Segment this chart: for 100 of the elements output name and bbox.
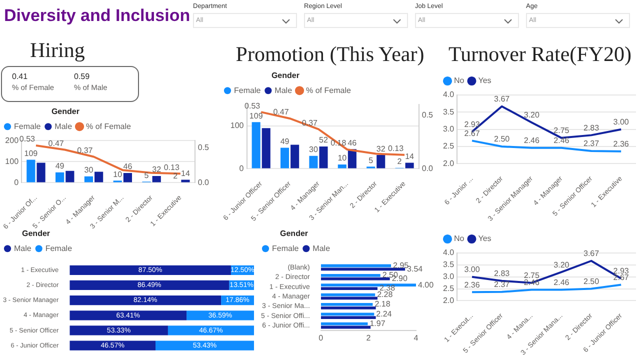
data-label: 2.83 — [583, 123, 600, 132]
bar — [320, 316, 376, 320]
y2-tick-label: 0.5 — [198, 142, 210, 152]
y-tick-label: 3.5 — [442, 260, 455, 270]
data-label: 2.50 — [494, 134, 510, 144]
legend-label: Female — [272, 244, 300, 253]
bar — [405, 162, 414, 168]
bar — [70, 296, 222, 306]
bar — [309, 156, 318, 168]
x-tick-label: 0 — [318, 333, 324, 342]
data-label: 3.00 — [464, 265, 480, 274]
legend-label: Yes — [478, 76, 492, 86]
data-label: 2.83 — [494, 269, 510, 278]
bar — [376, 155, 386, 168]
bar — [70, 280, 230, 290]
y-tick-label: 3.5 — [442, 107, 455, 116]
legend-title: Gender — [22, 229, 50, 238]
bar — [319, 146, 328, 168]
legend-title: Gender — [51, 107, 80, 116]
data-label: 30 — [309, 145, 318, 154]
data-label: 10 — [113, 170, 123, 179]
legend-label: Female — [234, 86, 262, 95]
bar — [123, 173, 132, 182]
data-label: 2.36 — [464, 280, 480, 290]
legend-label: % of Female — [306, 86, 352, 95]
data-label: 3.67 — [583, 249, 600, 258]
data-label: 5 — [144, 170, 150, 180]
bar — [320, 274, 380, 277]
bar — [280, 148, 290, 168]
bar — [36, 162, 46, 182]
bar — [155, 340, 254, 350]
data-label: 3.00 — [613, 118, 630, 127]
y-tick-label: 4.0 — [442, 248, 455, 258]
y-tick-label: 2.0 — [442, 296, 455, 305]
legend-label: Yes — [478, 234, 492, 244]
chart-title: Turnover Rate(FY20) — [448, 41, 632, 68]
bar — [26, 160, 36, 182]
data-label: 0.37 — [77, 146, 94, 155]
data-label: 0.13 — [388, 144, 404, 154]
data-label: 2.37 — [583, 139, 600, 148]
data-label: 2.37 — [494, 280, 510, 290]
data-label: 2.46 — [524, 136, 540, 146]
chart-title: Promotion (This Year) — [234, 41, 426, 68]
legend-title: Gender — [280, 229, 308, 238]
y-tick-label: 4.0 — [442, 90, 455, 100]
bar — [262, 128, 270, 168]
bar — [70, 310, 187, 320]
bar — [152, 176, 161, 182]
data-label: 32 — [152, 165, 162, 174]
data-label: 46 — [123, 162, 133, 172]
y-tick-label: 2.5 — [442, 142, 455, 151]
data-label: 2.75 — [554, 126, 570, 136]
y-tick-label: 3.0 — [442, 272, 455, 282]
data-label: 2.93 — [464, 120, 480, 129]
legend-label: No — [454, 76, 465, 86]
bar — [320, 306, 376, 310]
bar — [320, 277, 390, 280]
data-label: 14 — [405, 152, 415, 161]
y2-tick-label: 0.0 — [198, 178, 210, 187]
data-label: 49 — [280, 136, 290, 146]
data-label: 2 — [397, 157, 402, 166]
bar — [320, 312, 374, 316]
data-label: 2.36 — [613, 140, 630, 149]
bar — [70, 340, 156, 350]
bar — [320, 268, 406, 271]
y-tick-label: 100 — [5, 156, 20, 166]
bar — [320, 303, 373, 306]
data-label: 2.24 — [376, 309, 392, 318]
data-label: 109 — [24, 148, 38, 158]
data-label: 30 — [84, 166, 94, 175]
text: 0.41 — [12, 72, 29, 81]
legend-title: Gender — [271, 71, 300, 80]
data-label: 2.46 — [554, 136, 570, 146]
data-label: 4.00 — [418, 280, 434, 290]
legend-label: Female — [14, 122, 42, 131]
data-label: 3.67 — [494, 94, 510, 104]
legend-label: Male — [274, 86, 293, 95]
y-tick-label: 100 — [230, 121, 244, 130]
data-label: 3.20 — [554, 260, 570, 270]
bar — [320, 322, 368, 326]
data-label: 2.18 — [374, 300, 391, 309]
y-tick-label: 2.5 — [442, 284, 455, 293]
y2-tick-label: 0.0 — [422, 164, 434, 173]
data-label: 0.13 — [164, 162, 180, 172]
data-label: 2.38 — [379, 284, 396, 293]
data-label: 14 — [181, 168, 190, 178]
legend-label: Male — [54, 122, 73, 131]
data-label: 2.46 — [554, 278, 570, 287]
x-tick-label: 2 — [366, 333, 372, 342]
data-label: 1.97 — [370, 319, 386, 328]
legend-label: % of Female — [86, 122, 132, 131]
data-label: 52 — [319, 136, 328, 145]
legend-label: Male — [312, 244, 331, 253]
bar — [320, 287, 378, 290]
bar — [84, 176, 93, 182]
data-label: 46 — [348, 138, 358, 148]
bar — [56, 172, 64, 182]
data-label: 0.53 — [244, 101, 261, 110]
y-tick-label: 2.0 — [442, 158, 455, 168]
text: Hiring — [30, 38, 85, 63]
